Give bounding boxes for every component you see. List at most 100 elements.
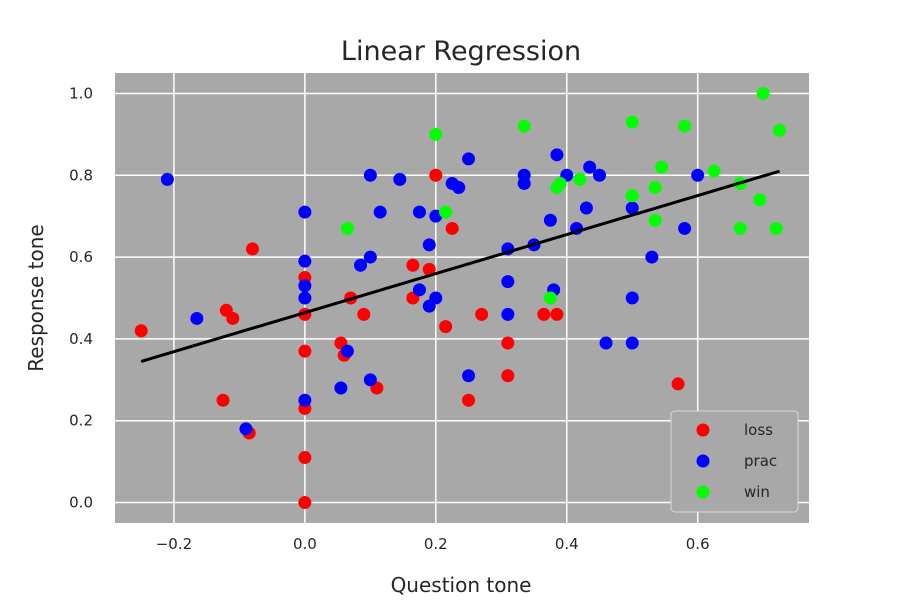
data-point-prac [340, 344, 354, 358]
data-point-loss [422, 262, 436, 276]
data-point-prac [363, 373, 377, 387]
x-axis-ticks: −0.2 0.0 0.2 0.4 0.6 [156, 535, 710, 553]
data-point-win [707, 164, 721, 178]
data-point-prac [501, 307, 515, 321]
data-point-loss [537, 307, 551, 321]
x-tick-label: 0.0 [293, 535, 317, 553]
data-point-win [648, 213, 662, 227]
data-point-prac [412, 205, 426, 219]
data-point-prac [190, 311, 204, 325]
data-point-prac [298, 279, 312, 293]
data-point-prac [298, 393, 312, 407]
data-point-win [733, 221, 747, 235]
data-point-win [553, 176, 567, 190]
data-point-prac [452, 181, 466, 195]
legend-marker-prac [696, 454, 710, 468]
data-point-prac [334, 381, 348, 395]
data-point-win [340, 221, 354, 235]
data-point-loss [216, 393, 230, 407]
data-point-loss [475, 307, 489, 321]
data-point-prac [462, 152, 476, 166]
data-point-loss [298, 344, 312, 358]
regression-line [140, 169, 780, 363]
legend-label-win: win [744, 483, 770, 501]
data-point-prac [592, 168, 606, 182]
x-tick-label: −0.2 [156, 535, 192, 553]
y-axis-label: Response tone [24, 224, 48, 371]
legend-marker-loss [696, 423, 710, 437]
data-point-prac [429, 209, 443, 223]
data-point-win [439, 205, 453, 219]
scatter-points [134, 86, 787, 510]
x-tick-label: 0.2 [424, 535, 448, 553]
data-point-prac [579, 201, 593, 215]
data-point-prac [625, 201, 639, 215]
chart-title: Linear Regression [341, 36, 581, 67]
data-point-win [573, 172, 587, 186]
data-point-win [648, 181, 662, 195]
data-point-win [773, 123, 787, 137]
data-point-win [429, 127, 443, 141]
data-point-win [625, 189, 639, 203]
data-point-prac [462, 369, 476, 383]
data-point-loss [462, 393, 476, 407]
y-tick-label: 0.0 [69, 494, 93, 512]
data-point-prac [412, 283, 426, 297]
data-point-prac [422, 238, 436, 252]
data-point-prac [298, 254, 312, 268]
x-axis-label: Question tone [391, 573, 532, 597]
data-point-loss [445, 221, 459, 235]
data-point-prac [354, 258, 368, 272]
data-point-prac [363, 168, 377, 182]
x-tick-label: 0.6 [686, 535, 710, 553]
data-point-prac [599, 336, 613, 350]
data-point-loss [357, 307, 371, 321]
y-tick-label: 0.6 [69, 248, 93, 266]
data-point-win [655, 160, 669, 174]
data-point-loss [298, 451, 312, 465]
y-tick-label: 0.4 [69, 330, 93, 348]
data-point-loss [501, 336, 515, 350]
data-point-prac [583, 160, 597, 174]
data-point-prac [625, 336, 639, 350]
data-point-prac [645, 250, 659, 264]
data-point-loss [439, 320, 453, 334]
data-point-win [753, 193, 767, 207]
data-point-prac [543, 213, 557, 227]
data-point-prac [501, 275, 515, 289]
data-point-prac [363, 250, 377, 264]
data-point-prac [298, 205, 312, 219]
y-tick-label: 1.0 [69, 84, 93, 102]
data-point-prac [429, 291, 443, 305]
data-point-prac [160, 172, 174, 186]
y-tick-label: 0.2 [69, 412, 93, 430]
regression-line-group [140, 169, 780, 363]
data-point-prac [298, 291, 312, 305]
data-point-prac [373, 205, 387, 219]
data-point-prac [517, 176, 531, 190]
data-point-loss [298, 496, 312, 510]
data-point-prac [550, 148, 564, 162]
x-tick-label: 0.4 [555, 535, 579, 553]
data-point-win [756, 86, 770, 100]
data-point-loss [550, 307, 564, 321]
data-point-loss [134, 324, 148, 338]
data-point-prac [625, 291, 639, 305]
data-point-win [625, 115, 639, 129]
data-point-prac [393, 172, 407, 186]
y-tick-label: 0.8 [69, 166, 93, 184]
data-point-win [769, 221, 783, 235]
legend-marker-win [696, 485, 710, 499]
data-point-win [543, 291, 557, 305]
data-point-loss [226, 311, 240, 325]
legend-label-loss: loss [744, 421, 773, 439]
data-point-loss [501, 369, 515, 383]
data-point-loss [671, 377, 685, 391]
data-point-win [678, 119, 692, 133]
legend-label-prac: prac [744, 452, 777, 470]
legend: loss prac win [670, 410, 799, 513]
y-axis-ticks: 0.0 0.2 0.4 0.6 0.8 1.0 [69, 84, 93, 511]
data-point-loss [406, 258, 420, 272]
data-point-prac [678, 221, 692, 235]
